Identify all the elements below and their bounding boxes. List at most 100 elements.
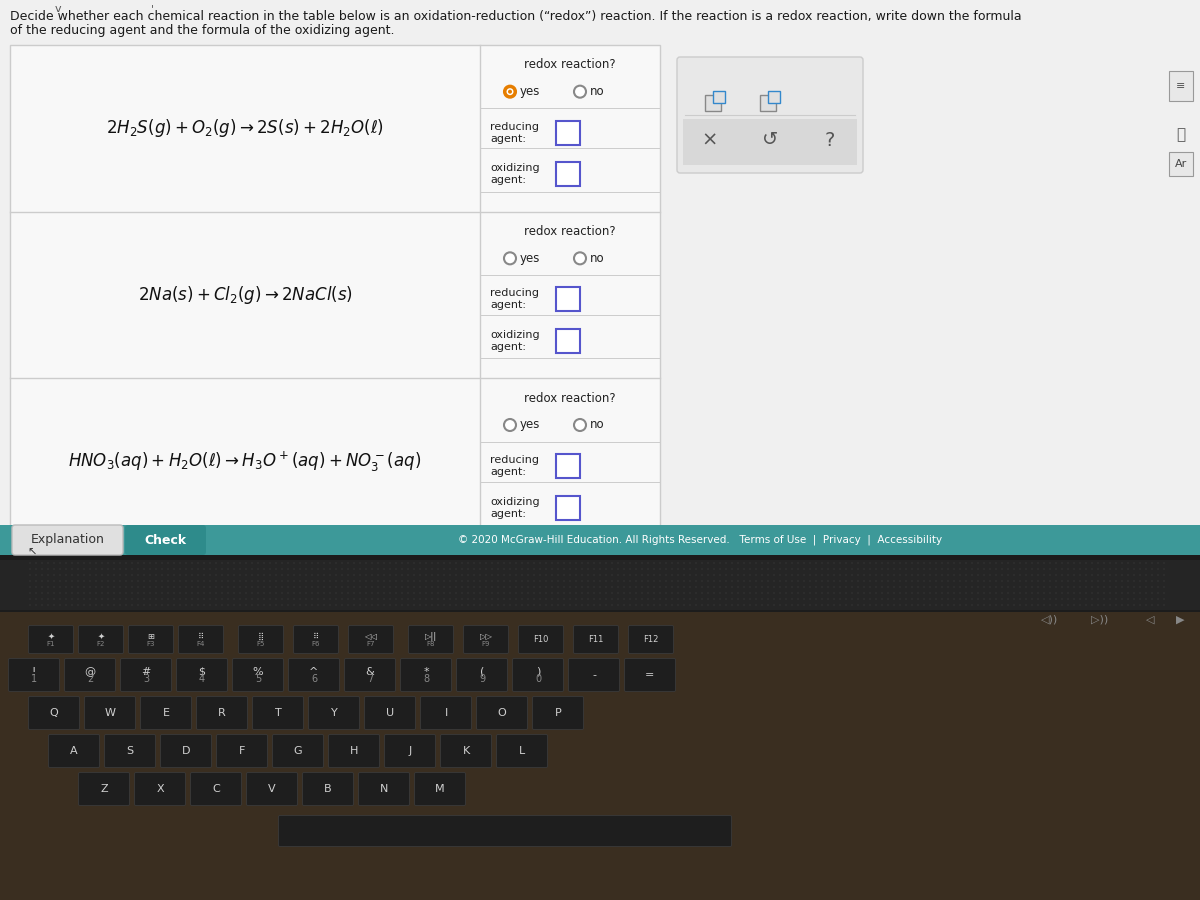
Circle shape: [959, 592, 961, 594]
Circle shape: [377, 568, 379, 570]
Circle shape: [203, 562, 205, 563]
Circle shape: [791, 598, 793, 599]
Circle shape: [611, 568, 613, 570]
Circle shape: [383, 592, 385, 594]
Circle shape: [593, 568, 595, 570]
Circle shape: [1097, 592, 1099, 594]
Circle shape: [467, 562, 469, 563]
Circle shape: [629, 580, 631, 581]
Circle shape: [269, 586, 271, 588]
Circle shape: [1085, 568, 1087, 570]
Circle shape: [551, 562, 553, 563]
Circle shape: [509, 574, 511, 576]
Circle shape: [929, 574, 931, 576]
Circle shape: [221, 562, 223, 563]
Circle shape: [221, 574, 223, 576]
Circle shape: [311, 586, 313, 588]
Circle shape: [287, 592, 289, 594]
Circle shape: [521, 562, 523, 563]
Circle shape: [995, 604, 997, 606]
Circle shape: [917, 580, 919, 581]
FancyBboxPatch shape: [556, 496, 580, 519]
Circle shape: [1055, 598, 1057, 599]
FancyBboxPatch shape: [420, 697, 472, 730]
Circle shape: [989, 592, 991, 594]
Circle shape: [731, 562, 733, 563]
Circle shape: [173, 562, 175, 563]
Circle shape: [815, 580, 817, 581]
Circle shape: [203, 580, 205, 581]
Circle shape: [473, 598, 475, 599]
Circle shape: [953, 568, 955, 570]
Circle shape: [857, 592, 859, 594]
Circle shape: [929, 592, 931, 594]
Circle shape: [1013, 586, 1015, 588]
Circle shape: [941, 568, 943, 570]
Circle shape: [1085, 562, 1087, 563]
Circle shape: [701, 592, 703, 594]
Circle shape: [899, 586, 901, 588]
Circle shape: [605, 568, 607, 570]
Circle shape: [1067, 562, 1069, 563]
Circle shape: [857, 586, 859, 588]
Circle shape: [401, 586, 403, 588]
Circle shape: [41, 598, 43, 599]
Circle shape: [1061, 598, 1063, 599]
Circle shape: [833, 562, 835, 563]
Text: yes: yes: [520, 86, 540, 98]
Circle shape: [659, 574, 661, 576]
Circle shape: [383, 586, 385, 588]
FancyBboxPatch shape: [365, 697, 415, 730]
Circle shape: [743, 580, 745, 581]
Circle shape: [593, 580, 595, 581]
Circle shape: [977, 586, 979, 588]
Circle shape: [203, 568, 205, 570]
Circle shape: [917, 562, 919, 563]
Circle shape: [881, 580, 883, 581]
Circle shape: [305, 592, 307, 594]
Circle shape: [1115, 586, 1117, 588]
Circle shape: [185, 592, 187, 594]
Circle shape: [749, 598, 751, 599]
Circle shape: [107, 604, 109, 606]
Circle shape: [119, 574, 121, 576]
Circle shape: [575, 574, 577, 576]
Circle shape: [155, 574, 157, 576]
Circle shape: [1085, 580, 1087, 581]
Circle shape: [365, 592, 367, 594]
Circle shape: [641, 598, 643, 599]
Circle shape: [635, 598, 637, 599]
Circle shape: [845, 568, 847, 570]
Circle shape: [953, 574, 955, 576]
Circle shape: [863, 568, 865, 570]
Circle shape: [833, 592, 835, 594]
Circle shape: [1013, 580, 1015, 581]
Circle shape: [95, 580, 97, 581]
Circle shape: [137, 598, 139, 599]
Circle shape: [467, 586, 469, 588]
Circle shape: [1103, 592, 1105, 594]
Circle shape: [449, 598, 451, 599]
Circle shape: [1121, 604, 1123, 606]
Circle shape: [35, 592, 37, 594]
Circle shape: [449, 568, 451, 570]
Text: G: G: [294, 746, 302, 756]
Circle shape: [263, 568, 265, 570]
Circle shape: [605, 586, 607, 588]
Circle shape: [1025, 568, 1027, 570]
Circle shape: [545, 586, 547, 588]
Circle shape: [65, 580, 67, 581]
Circle shape: [155, 568, 157, 570]
Text: yes: yes: [520, 252, 540, 265]
Circle shape: [383, 580, 385, 581]
Text: ⊞: ⊞: [148, 632, 155, 641]
Circle shape: [149, 592, 151, 594]
Circle shape: [755, 568, 757, 570]
FancyBboxPatch shape: [329, 734, 379, 768]
Text: agent:: agent:: [490, 342, 526, 352]
Circle shape: [581, 592, 583, 594]
Circle shape: [233, 580, 235, 581]
Circle shape: [647, 598, 649, 599]
Circle shape: [455, 586, 457, 588]
Circle shape: [311, 574, 313, 576]
